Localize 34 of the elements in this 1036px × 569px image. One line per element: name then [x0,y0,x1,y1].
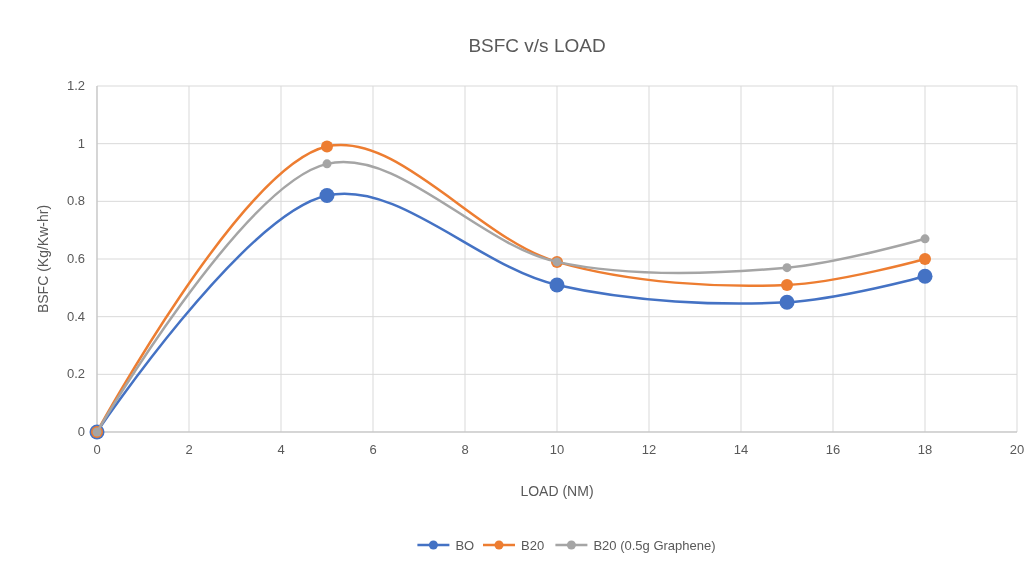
y-tick-label: 1.2 [66,78,85,93]
y-tick-label: 0.6 [66,251,85,266]
y-tick-label: 0.4 [66,308,85,324]
x-tick-label: 8 [461,442,469,457]
y-axis-title: BSFC (Kg/Kw-hr) [35,204,51,314]
y-tick-label: 1 [77,135,85,151]
x-tick-label: 14 [733,442,749,457]
y-tick-label: 0.2 [66,366,85,382]
point [782,263,792,273]
point [919,253,931,265]
x-tick-label: 20 [1009,442,1025,457]
point [319,188,335,204]
x-tick-label: 10 [549,442,565,457]
legend-label: BO [455,538,475,553]
x-tick-label: 2 [185,442,193,457]
point [779,294,795,310]
x-tick-label: 4 [277,442,285,457]
point [920,234,930,244]
x-tick-label: 16 [825,442,841,457]
point [321,140,333,153]
chart-title: BSFC v/s LOAD [468,35,606,56]
point [322,159,332,169]
x-tick-label: 0 [93,442,101,457]
x-axis-title: LOAD (NM) [520,483,594,499]
legend-label: B20 [521,538,545,553]
x-tick-label: 18 [917,442,933,457]
point [917,268,933,284]
y-tick-label: 0 [77,424,85,439]
point [781,278,793,291]
y-tick-label: 0.8 [66,193,85,209]
legend-label: B20 (0.5g Graphene) [593,538,716,553]
x-tick-label: 12 [641,442,657,457]
point [549,277,565,293]
x-tick-label: 6 [369,442,377,457]
